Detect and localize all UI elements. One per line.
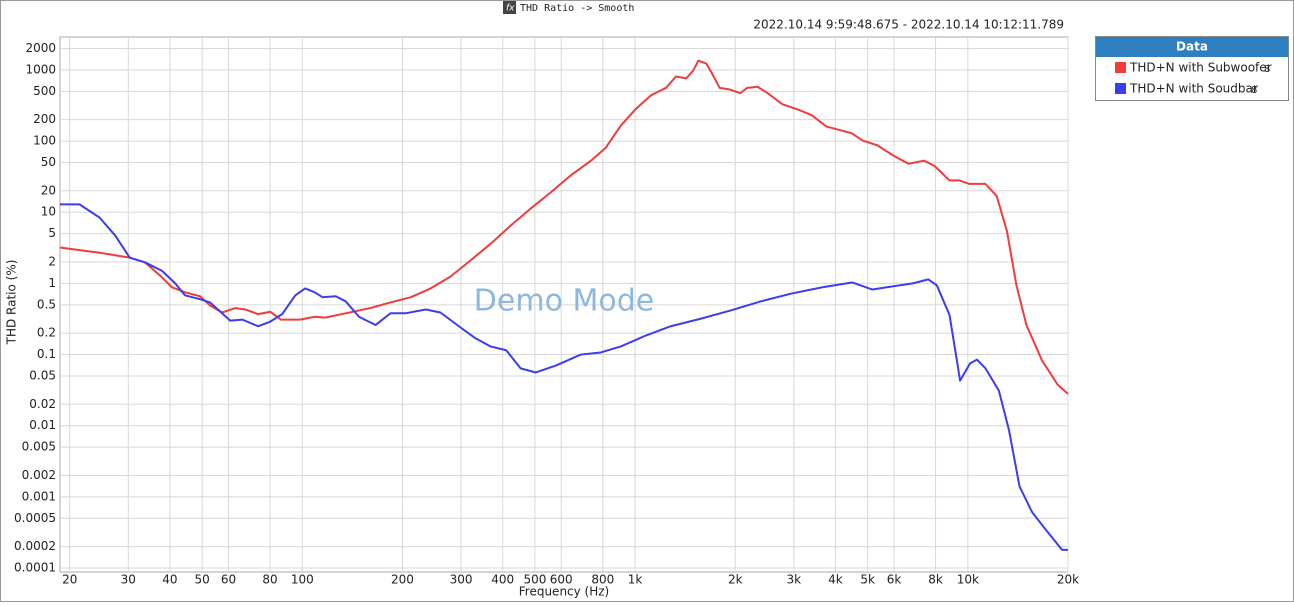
y-tick-label: 5 <box>48 226 56 240</box>
y-tick-label: 2000 <box>25 41 56 55</box>
y-tick-label: 200 <box>33 112 56 126</box>
y-tick-label: 10 <box>41 205 56 219</box>
grid: 0.0001 0.0002 0.0005 0.001 0.002 0.005 0.01 0.0… <box>14 37 1079 587</box>
y-tick-label: 2 <box>48 254 56 268</box>
x-tick-label: 4k <box>828 573 843 587</box>
y-tick-label: 0.02 <box>29 397 56 411</box>
y-axis-label: THD Ratio (%) <box>5 260 19 346</box>
x-tick-label: 500 <box>523 573 546 587</box>
y-tick-label: 0.05 <box>29 368 56 382</box>
y-tick-label: 20 <box>41 183 56 197</box>
y-tick-label: 1000 <box>25 62 56 76</box>
x-tick-label: 800 <box>591 573 614 587</box>
x-tick-label: 3k <box>787 573 802 587</box>
x-tick-label: 60 <box>221 573 236 587</box>
legend-swatch <box>1115 62 1126 73</box>
x-axis-label: Frequency (Hz) <box>519 585 610 599</box>
x-tick-label: 10k <box>957 573 979 587</box>
x-tick-label: 50 <box>194 573 209 587</box>
watermark: Demo Mode <box>474 284 654 319</box>
y-tick-label: 0.005 <box>22 440 56 454</box>
x-tick-label: 20 <box>62 573 77 587</box>
legend-label: THD+N with Subwoofer <box>1129 61 1272 75</box>
x-tick-label: 5k <box>860 573 875 587</box>
y-tick-label: 1 <box>48 276 56 290</box>
x-tick-label: 6k <box>887 573 902 587</box>
x-tick-label: 40 <box>162 573 177 587</box>
x-tick-label: 200 <box>391 573 414 587</box>
fx-icon-text: fx <box>506 4 515 14</box>
lines <box>59 59 1069 551</box>
y-tick-label: 0.01 <box>29 418 56 432</box>
y-tick-label: 0.1 <box>37 347 56 361</box>
y-tick-label: 0.2 <box>37 326 56 340</box>
y-tick-label: 0.002 <box>22 468 56 482</box>
legend-header <box>1096 37 1288 57</box>
y-tick-label: 50 <box>41 155 56 169</box>
legend-swatch <box>1115 83 1126 94</box>
y-tick-label: 0.0001 <box>14 561 56 575</box>
x-tick-label: 30 <box>121 573 136 587</box>
y-tick-label: 0.5 <box>37 297 56 311</box>
x-tick-label: 1k <box>628 573 643 587</box>
x-tick-label: 100 <box>291 573 314 587</box>
legend-title: Data <box>1176 40 1208 54</box>
y-tick-label: 500 <box>33 84 56 98</box>
y-tick-label: 0.001 <box>22 489 56 503</box>
data-line <box>60 203 1068 551</box>
x-tick-label: 400 <box>491 573 514 587</box>
chart-title: THD Ratio -> Smooth <box>520 3 634 14</box>
subtitle: 2022.10.14 9:59:48.675 - 2022.10.14 10:1… <box>753 18 1064 32</box>
legend-tag: 8 <box>1251 85 1257 96</box>
x-tick-label: 8k <box>928 573 943 587</box>
x-tick-label: 300 <box>450 573 473 587</box>
x-tick-label: 80 <box>262 573 277 587</box>
x-tick-label: 600 <box>550 573 573 587</box>
y-tick-label: 100 <box>33 134 56 148</box>
x-tick-label: 20k <box>1057 573 1079 587</box>
fx-icon <box>503 1 516 14</box>
legend-label: THD+N with Soudbar <box>1129 82 1258 96</box>
y-tick-label: 0.0002 <box>14 539 56 553</box>
x-tick-label: 2k <box>728 573 743 587</box>
data-line <box>59 59 1069 395</box>
y-tick-label: 0.0005 <box>14 511 56 525</box>
legend-tag: 8 <box>1264 64 1270 75</box>
